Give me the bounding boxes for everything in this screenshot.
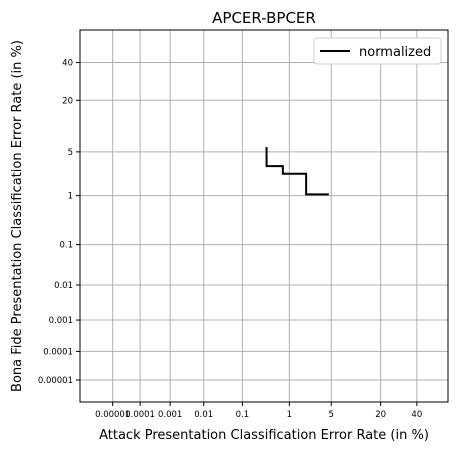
series-layer xyxy=(265,147,329,196)
grid xyxy=(80,30,448,402)
x-tick-label: 0.001 xyxy=(158,410,182,420)
legend: normalized xyxy=(313,37,442,65)
chart-title: APCER-BPCER xyxy=(212,9,316,27)
plot-frame xyxy=(79,29,449,403)
y-tick-label: 0.001 xyxy=(49,316,73,326)
y-tick-label: 1 xyxy=(68,192,73,202)
x-axis-label: Attack Presentation Classification Error… xyxy=(99,428,429,443)
x-tick-label: 20 xyxy=(375,410,386,420)
series-line-normalized xyxy=(265,147,329,196)
x-tick-label: 40 xyxy=(411,410,422,420)
legend-box xyxy=(313,37,442,65)
y-tick-label: 20 xyxy=(62,96,73,106)
x-tick-label: 0.01 xyxy=(194,410,213,420)
x-tick-label: 0.1 xyxy=(236,410,250,420)
y-tick-label: 5 xyxy=(68,148,73,158)
y-tick-label: 40 xyxy=(62,59,73,69)
legend-label-normalized: normalized xyxy=(359,45,431,60)
y-tick-label: 0.00001 xyxy=(38,376,73,386)
x-tick-label: 1 xyxy=(287,410,292,420)
x-tick-label: 5 xyxy=(329,410,334,420)
y-axis-label: Bona Fide Presentation Classification Er… xyxy=(10,40,25,392)
y-tick-label: 0.01 xyxy=(54,281,73,291)
x-tick-label: 0.00001 xyxy=(95,410,130,420)
x-tick-label: 0.0001 xyxy=(125,410,155,420)
y-axis-ticks: 0.00001 0.0001 0.001 0.01 0.1 1 5 20 40 xyxy=(38,59,80,386)
y-tick-label: 0.1 xyxy=(59,241,73,251)
y-tick-label: 0.0001 xyxy=(43,347,73,357)
